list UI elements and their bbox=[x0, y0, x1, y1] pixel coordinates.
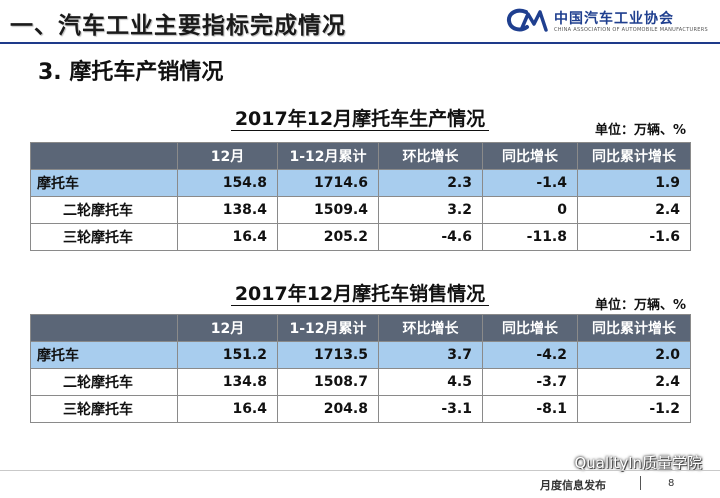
footer-label: 月度信息发布 bbox=[540, 479, 606, 492]
wechat-icon bbox=[547, 454, 569, 470]
header-cell: 1-12月累计 bbox=[277, 142, 379, 170]
table-header-row: 12月 1-12月累计 环比增长 同比增长 同比累计增长 bbox=[30, 314, 691, 342]
table-row: 摩托车 151.2 1713.5 3.7 -4.2 2.0 bbox=[30, 341, 691, 369]
header-cell: 环比增长 bbox=[378, 314, 483, 342]
sales-unit-label: 单位：万辆、% bbox=[594, 298, 686, 313]
caam-logo: 中国汽车工业协会 CHINA ASSOCIATION OF AUTOMOBILE… bbox=[506, 6, 708, 38]
section-heading: 3. 摩托车产销情况 bbox=[38, 60, 224, 85]
table-cell: 205.2 bbox=[277, 223, 379, 251]
table-row: 二轮摩托车 138.4 1509.4 3.2 0 2.4 bbox=[30, 196, 691, 224]
table-cell: 3.2 bbox=[378, 196, 483, 224]
table-cell: 2.3 bbox=[378, 169, 483, 197]
header-cell bbox=[30, 314, 178, 342]
production-unit-label: 单位：万辆、% bbox=[594, 123, 686, 138]
table-cell: 1.9 bbox=[577, 169, 691, 197]
row-label: 三轮摩托车 bbox=[30, 223, 178, 251]
row-label: 摩托车 bbox=[30, 341, 178, 369]
watermark-text: QualityIn质量学院 bbox=[574, 454, 702, 472]
table-row: 三轮摩托车 16.4 204.8 -3.1 -8.1 -1.2 bbox=[30, 395, 691, 423]
row-label: 三轮摩托车 bbox=[30, 395, 178, 423]
table-row: 三轮摩托车 16.4 205.2 -4.6 -11.8 -1.6 bbox=[30, 223, 691, 251]
row-label: 二轮摩托车 bbox=[30, 368, 178, 396]
title-divider bbox=[0, 42, 720, 44]
logo-english-name: CHINA ASSOCIATION OF AUTOMOBILE MANUFACT… bbox=[554, 27, 708, 33]
table-cell: 4.5 bbox=[378, 368, 483, 396]
header-cell: 环比增长 bbox=[378, 142, 483, 170]
page-number: 8 bbox=[668, 478, 675, 489]
caam-logo-icon bbox=[506, 8, 548, 32]
table-cell: -8.1 bbox=[482, 395, 578, 423]
table-cell: -3.7 bbox=[482, 368, 578, 396]
table-cell: 16.4 bbox=[177, 223, 278, 251]
table-cell: 134.8 bbox=[177, 368, 278, 396]
table-cell: 16.4 bbox=[177, 395, 278, 423]
table-header-row: 12月 1-12月累计 环比增长 同比增长 同比累计增长 bbox=[30, 142, 691, 170]
header-cell: 同比增长 bbox=[482, 142, 578, 170]
table-cell: 2.4 bbox=[577, 196, 691, 224]
slide-title: 一、汽车工业主要指标完成情况 bbox=[10, 13, 346, 39]
table-row: 摩托车 154.8 1714.6 2.3 -1.4 1.9 bbox=[30, 169, 691, 197]
table-cell: -1.2 bbox=[577, 395, 691, 423]
table-cell: 2.0 bbox=[577, 341, 691, 369]
header-cell bbox=[30, 142, 178, 170]
table-cell: -11.8 bbox=[482, 223, 578, 251]
footer-divider bbox=[0, 470, 720, 471]
table-cell: -3.1 bbox=[378, 395, 483, 423]
header-cell: 同比累计增长 bbox=[577, 142, 691, 170]
table-row: 二轮摩托车 134.8 1508.7 4.5 -3.7 2.4 bbox=[30, 368, 691, 396]
table-cell: 1713.5 bbox=[277, 341, 379, 369]
header-cell: 同比累计增长 bbox=[577, 314, 691, 342]
table-cell: -1.4 bbox=[482, 169, 578, 197]
table-cell: -1.6 bbox=[577, 223, 691, 251]
watermark: QualityIn质量学院 bbox=[547, 452, 702, 473]
table-cell: 204.8 bbox=[277, 395, 379, 423]
header-cell: 12月 bbox=[177, 142, 278, 170]
header-cell: 1-12月累计 bbox=[277, 314, 379, 342]
table-cell: 1714.6 bbox=[277, 169, 379, 197]
table-cell: 0 bbox=[482, 196, 578, 224]
sales-table-title: 2017年12月摩托车销售情况 bbox=[0, 283, 720, 306]
table-cell: 1508.7 bbox=[277, 368, 379, 396]
table-cell: 138.4 bbox=[177, 196, 278, 224]
table-cell: -4.2 bbox=[482, 341, 578, 369]
footer-separator bbox=[640, 476, 641, 490]
row-label: 二轮摩托车 bbox=[30, 196, 178, 224]
header-cell: 同比增长 bbox=[482, 314, 578, 342]
table-cell: 154.8 bbox=[177, 169, 278, 197]
table-cell: 3.7 bbox=[378, 341, 483, 369]
logo-chinese-name: 中国汽车工业协会 bbox=[554, 11, 674, 27]
table-cell: 2.4 bbox=[577, 368, 691, 396]
production-table-title: 2017年12月摩托车生产情况 bbox=[0, 108, 720, 131]
row-label: 摩托车 bbox=[30, 169, 178, 197]
sales-table: 12月 1-12月累计 环比增长 同比增长 同比累计增长 摩托车 151.2 1… bbox=[30, 314, 691, 423]
table-cell: -4.6 bbox=[378, 223, 483, 251]
header-cell: 12月 bbox=[177, 314, 278, 342]
table-cell: 151.2 bbox=[177, 341, 278, 369]
table-cell: 1509.4 bbox=[277, 196, 379, 224]
production-table: 12月 1-12月累计 环比增长 同比增长 同比累计增长 摩托车 154.8 1… bbox=[30, 142, 691, 251]
